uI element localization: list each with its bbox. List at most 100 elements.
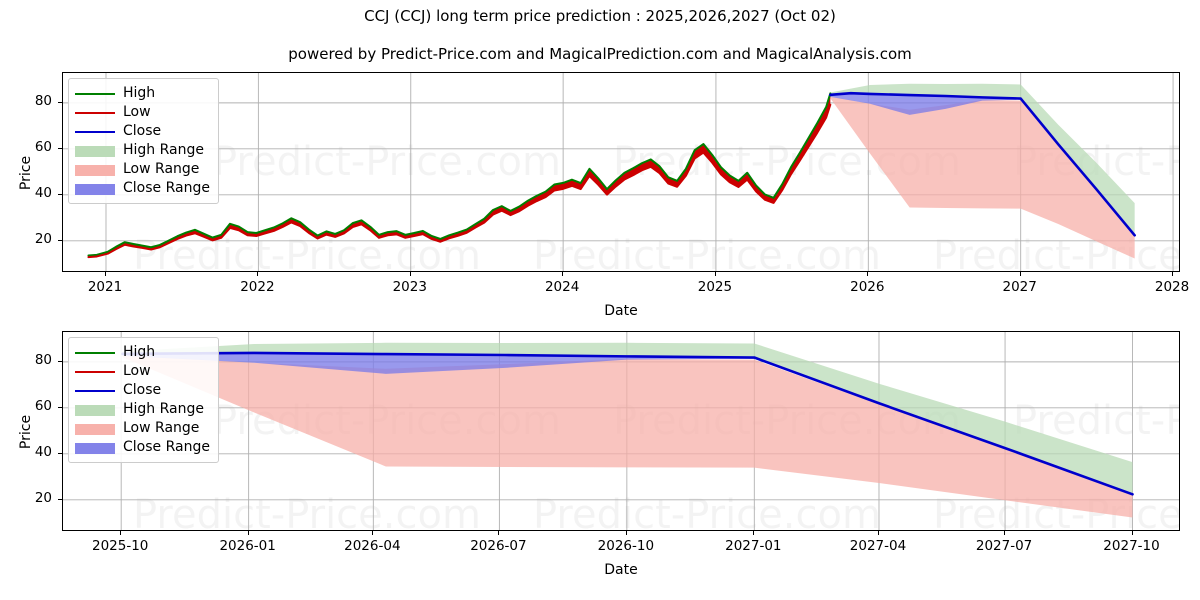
figure-subtitle: powered by Predict-Price.com and Magical… [288,45,912,63]
legend-label: Low Range [123,161,200,177]
x-tick-label: 2026-10 [597,538,655,554]
y-tick-label: 60 [34,138,52,155]
legend-label: Close [123,382,162,398]
series-line-close [829,91,1136,237]
legend-item-low: Low [75,103,210,122]
bottom-chart-y-axis-label: Price [18,414,34,450]
legend-swatch-icon [75,164,115,176]
x-tick-mark [105,272,106,276]
x-tick-mark [867,272,869,276]
y-tick-mark [58,239,62,241]
y-tick-mark [58,147,62,149]
x-tick-mark [1131,531,1133,535]
y-tick-label: 80 [34,92,52,109]
x-tick-label: 2027 [1002,279,1037,295]
legend-item-high-range: High Range [75,400,210,419]
x-tick-label: 2027-01 [725,538,782,554]
legend-swatch-icon [75,126,115,138]
legend-item-low-range: Low Range [75,419,210,438]
y-tick-mark [58,498,62,500]
legend-swatch-icon [75,366,115,378]
x-tick-label: 2025 [697,279,733,295]
x-tick-label: 2026-07 [470,538,527,554]
top-chart-plot-area: Predict-Price.comPredict-Price.comPredic… [62,72,1180,272]
legend-swatch-icon [75,107,115,119]
x-tick-mark [372,531,374,535]
band-low-range [830,96,1135,259]
band-low-range [122,355,1133,518]
band-high-range [122,342,1133,495]
legend-label: Low Range [123,420,200,436]
x-tick-mark [409,272,411,276]
legend-item-close-range: Close Range [75,438,210,457]
top-chart-legend: High Low Close High Range Low Range Close Ran… [68,78,219,204]
legend-swatch-icon [75,423,115,435]
bottom-chart-legend: High Low Close High Range Low Range Close Ran… [68,337,219,463]
y-tick-mark [58,452,62,454]
legend-swatch-icon [75,404,115,416]
top-chart-y-axis-label: Price [18,155,34,191]
x-tick-mark [877,531,879,535]
x-tick-label: 2027-04 [849,538,907,554]
x-tick-label: 2026 [850,279,885,295]
legend-label: High [123,344,156,360]
x-tick-mark [562,272,564,276]
x-tick-label: 2022 [240,279,275,295]
legend-label: High Range [123,142,204,158]
legend-swatch-icon [75,442,115,454]
legend-item-high: High [75,84,210,103]
legend-swatch-icon [75,183,115,195]
legend-swatch-icon [75,385,115,397]
x-tick-mark [753,531,755,535]
y-tick-mark [58,406,62,408]
y-tick-label: 20 [34,489,52,506]
y-tick-label: 40 [34,184,52,201]
legend-item-high: High [75,343,210,362]
x-tick-mark [498,531,500,535]
series-line-low [87,103,832,259]
x-tick-label: 2028 [1154,279,1190,295]
y-tick-label: 80 [34,351,52,368]
page-title: CCJ (CCJ) long term price prediction : 2… [364,7,836,25]
y-tick-mark [58,360,62,362]
legend-item-close: Close [75,381,210,400]
x-tick-label: 2027-07 [975,538,1033,554]
legend-item-close: Close [75,122,210,141]
legend-swatch-icon [75,145,115,157]
legend-label: Close Range [123,439,210,455]
x-tick-label: 2023 [392,279,427,295]
x-tick-mark [714,272,716,276]
x-tick-mark [1004,531,1006,535]
series-line-high [87,92,832,257]
legend-label: Low [123,363,151,379]
x-tick-label: 2027-10 [1103,538,1160,554]
x-tick-label: 2026-04 [344,538,401,554]
x-tick-mark [120,531,122,535]
legend-label: Close Range [123,180,210,196]
legend-label: High Range [123,401,204,417]
legend-item-high-range: High Range [75,141,210,160]
bottom-chart-plot-area: Predict-Price.comPredict-Price.comPredic… [62,331,1180,531]
x-tick-label: 2024 [544,279,580,295]
x-tick-mark [1172,272,1174,276]
x-tick-mark [257,272,259,276]
x-tick-mark [247,531,249,535]
legend-swatch-icon [75,347,115,359]
legend-item-low: Low [75,362,210,381]
x-tick-label: 2021 [87,279,123,295]
legend-swatch-icon [75,88,115,100]
legend-item-close-range: Close Range [75,179,210,198]
y-tick-mark [58,193,62,195]
y-tick-mark [58,101,62,103]
x-tick-label: 2025-10 [91,538,149,554]
y-tick-label: 20 [34,230,52,247]
y-tick-label: 60 [34,397,52,414]
y-tick-label: 40 [34,443,52,460]
x-tick-label: 2026-01 [219,538,276,554]
legend-item-low-range: Low Range [75,160,210,179]
top-chart-x-axis-label: Date [604,303,638,319]
series-line-close [121,351,1134,496]
x-tick-mark [625,531,627,535]
legend-label: Low [123,104,151,120]
